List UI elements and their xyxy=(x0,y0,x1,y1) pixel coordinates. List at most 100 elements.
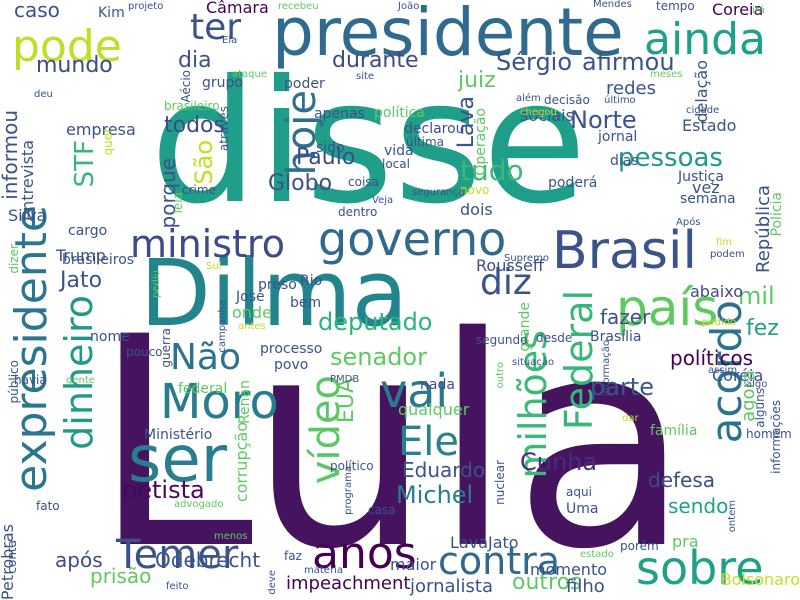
word-maior: maior xyxy=(390,555,437,574)
word-justiça: Justiça xyxy=(678,169,724,185)
word-mendes: Mendes xyxy=(593,0,632,10)
word-sociais: sociais xyxy=(520,106,574,125)
word-projeto: projeto xyxy=(128,1,164,12)
word-decisão: decisão xyxy=(544,93,590,107)
word-campanha: campanha xyxy=(217,300,228,353)
word-paulo: Paulo xyxy=(296,145,356,170)
word-desde: desde xyxy=(536,331,573,345)
word-ministério: Ministério xyxy=(144,427,213,443)
word-informação: informação xyxy=(601,340,612,397)
word-bem: bem xyxy=(290,295,322,311)
word-através: através xyxy=(217,106,231,152)
word-brasília: Brasília xyxy=(590,329,642,345)
word-algo: algo xyxy=(746,379,768,390)
word-menos: menos xyxy=(214,531,248,542)
word-tudo: tudo xyxy=(460,154,524,187)
word-afirmou: afirmou xyxy=(582,48,675,76)
word-deve: deve xyxy=(267,570,278,595)
word-coisa: coisa xyxy=(348,175,379,189)
word-diz: diz xyxy=(480,262,532,303)
word-podem: podem xyxy=(710,249,745,260)
word-stf: STF xyxy=(70,140,100,188)
word-pessoas: pessoas xyxy=(618,143,723,173)
word-poder: poder xyxy=(284,76,325,92)
word-policia: Policia xyxy=(769,192,785,237)
word-matéria: matéria xyxy=(304,565,343,576)
word-chegou: chegou xyxy=(520,107,557,118)
word-cargo: cargo xyxy=(68,223,108,239)
word-jornalista: jornalista xyxy=(410,576,494,597)
word-políticos: políticos xyxy=(670,346,754,370)
word-trump: Trump xyxy=(56,246,106,265)
word-outro: outro xyxy=(495,362,506,389)
word-todos: todos xyxy=(164,113,225,138)
word-dia: dia xyxy=(178,48,212,73)
word-além: além xyxy=(516,93,541,104)
word-local: local xyxy=(382,157,410,171)
word-vai: vai xyxy=(380,364,449,418)
word-mil: mil xyxy=(738,282,775,310)
word-última: última xyxy=(406,135,445,149)
word-meses: meses xyxy=(650,69,683,80)
word-ter: ter xyxy=(190,7,242,48)
word-porém: porém xyxy=(620,539,659,553)
word-política: política xyxy=(374,105,425,121)
word-sido: sido xyxy=(316,140,345,156)
word-site: site xyxy=(356,71,375,82)
word-federal: federal xyxy=(178,381,228,397)
word-brasileiro: brasileiro xyxy=(164,99,220,113)
word-caso: caso xyxy=(14,0,60,22)
word-parte: parte xyxy=(590,373,654,401)
word-uma: Uma xyxy=(566,501,599,517)
word-país: país xyxy=(616,279,719,337)
word-após: Após xyxy=(676,217,701,228)
word-moro: Moro xyxy=(160,374,279,430)
word-empresa: empresa xyxy=(66,120,136,139)
word-presidente: presidente xyxy=(272,0,624,71)
word-pra: pra xyxy=(672,532,699,551)
word-estado: estado xyxy=(580,549,614,560)
word-feito: feito xyxy=(166,581,189,592)
word-dias: dias xyxy=(610,153,639,169)
word-havia: havia xyxy=(14,373,47,387)
word-quer: quer xyxy=(101,128,115,156)
word-dentro: dentro xyxy=(338,205,378,219)
word-entrevista: entrevista xyxy=(18,140,37,221)
word-homem: homem xyxy=(746,427,792,441)
word-ela: Ela xyxy=(222,35,238,46)
word-aécio: Aécio xyxy=(179,70,193,103)
word-ataque: ataque xyxy=(232,69,268,80)
word-governo: governo xyxy=(318,212,507,266)
word-grupo: grupo xyxy=(202,75,243,91)
word-ser: ser xyxy=(128,423,228,497)
word-ainda: ainda xyxy=(644,14,766,65)
word-juiz: juiz xyxy=(458,68,496,93)
word-veja: Veja xyxy=(372,195,394,206)
word-recebeu: recebeu xyxy=(278,1,319,12)
word-nome: nome xyxy=(90,329,130,345)
word-alguns: alguns xyxy=(753,388,767,428)
word-nada: nada xyxy=(420,377,455,393)
word-preso: preso xyxy=(258,277,297,293)
word-dar: dar xyxy=(622,413,639,424)
word-assim: assim xyxy=(708,365,738,376)
word-odebrecht: Odebrecht xyxy=(155,548,261,572)
word-câmara: Câmara xyxy=(206,0,269,17)
word-conta: conta xyxy=(5,540,19,574)
word-senador: senador xyxy=(330,343,427,371)
word-outros: outros xyxy=(512,570,582,595)
word-cidade: cidade xyxy=(686,105,720,116)
word-ele: Ele xyxy=(398,419,459,465)
word-segundo: segundo xyxy=(476,333,528,347)
word-lavajato: LavaJato xyxy=(450,533,519,552)
word-informou: informou xyxy=(0,110,22,200)
word-disse: disse xyxy=(150,44,587,242)
word-contra: contra xyxy=(438,539,561,583)
word-irá: irá xyxy=(752,5,766,16)
word-silva: Silva xyxy=(8,206,47,225)
word-dois: dois xyxy=(460,200,493,219)
word-jato: Jato xyxy=(60,268,103,293)
word-sul: Sul xyxy=(206,261,222,272)
word-rio: Rio xyxy=(300,273,323,289)
word-fez: fez xyxy=(746,316,779,341)
